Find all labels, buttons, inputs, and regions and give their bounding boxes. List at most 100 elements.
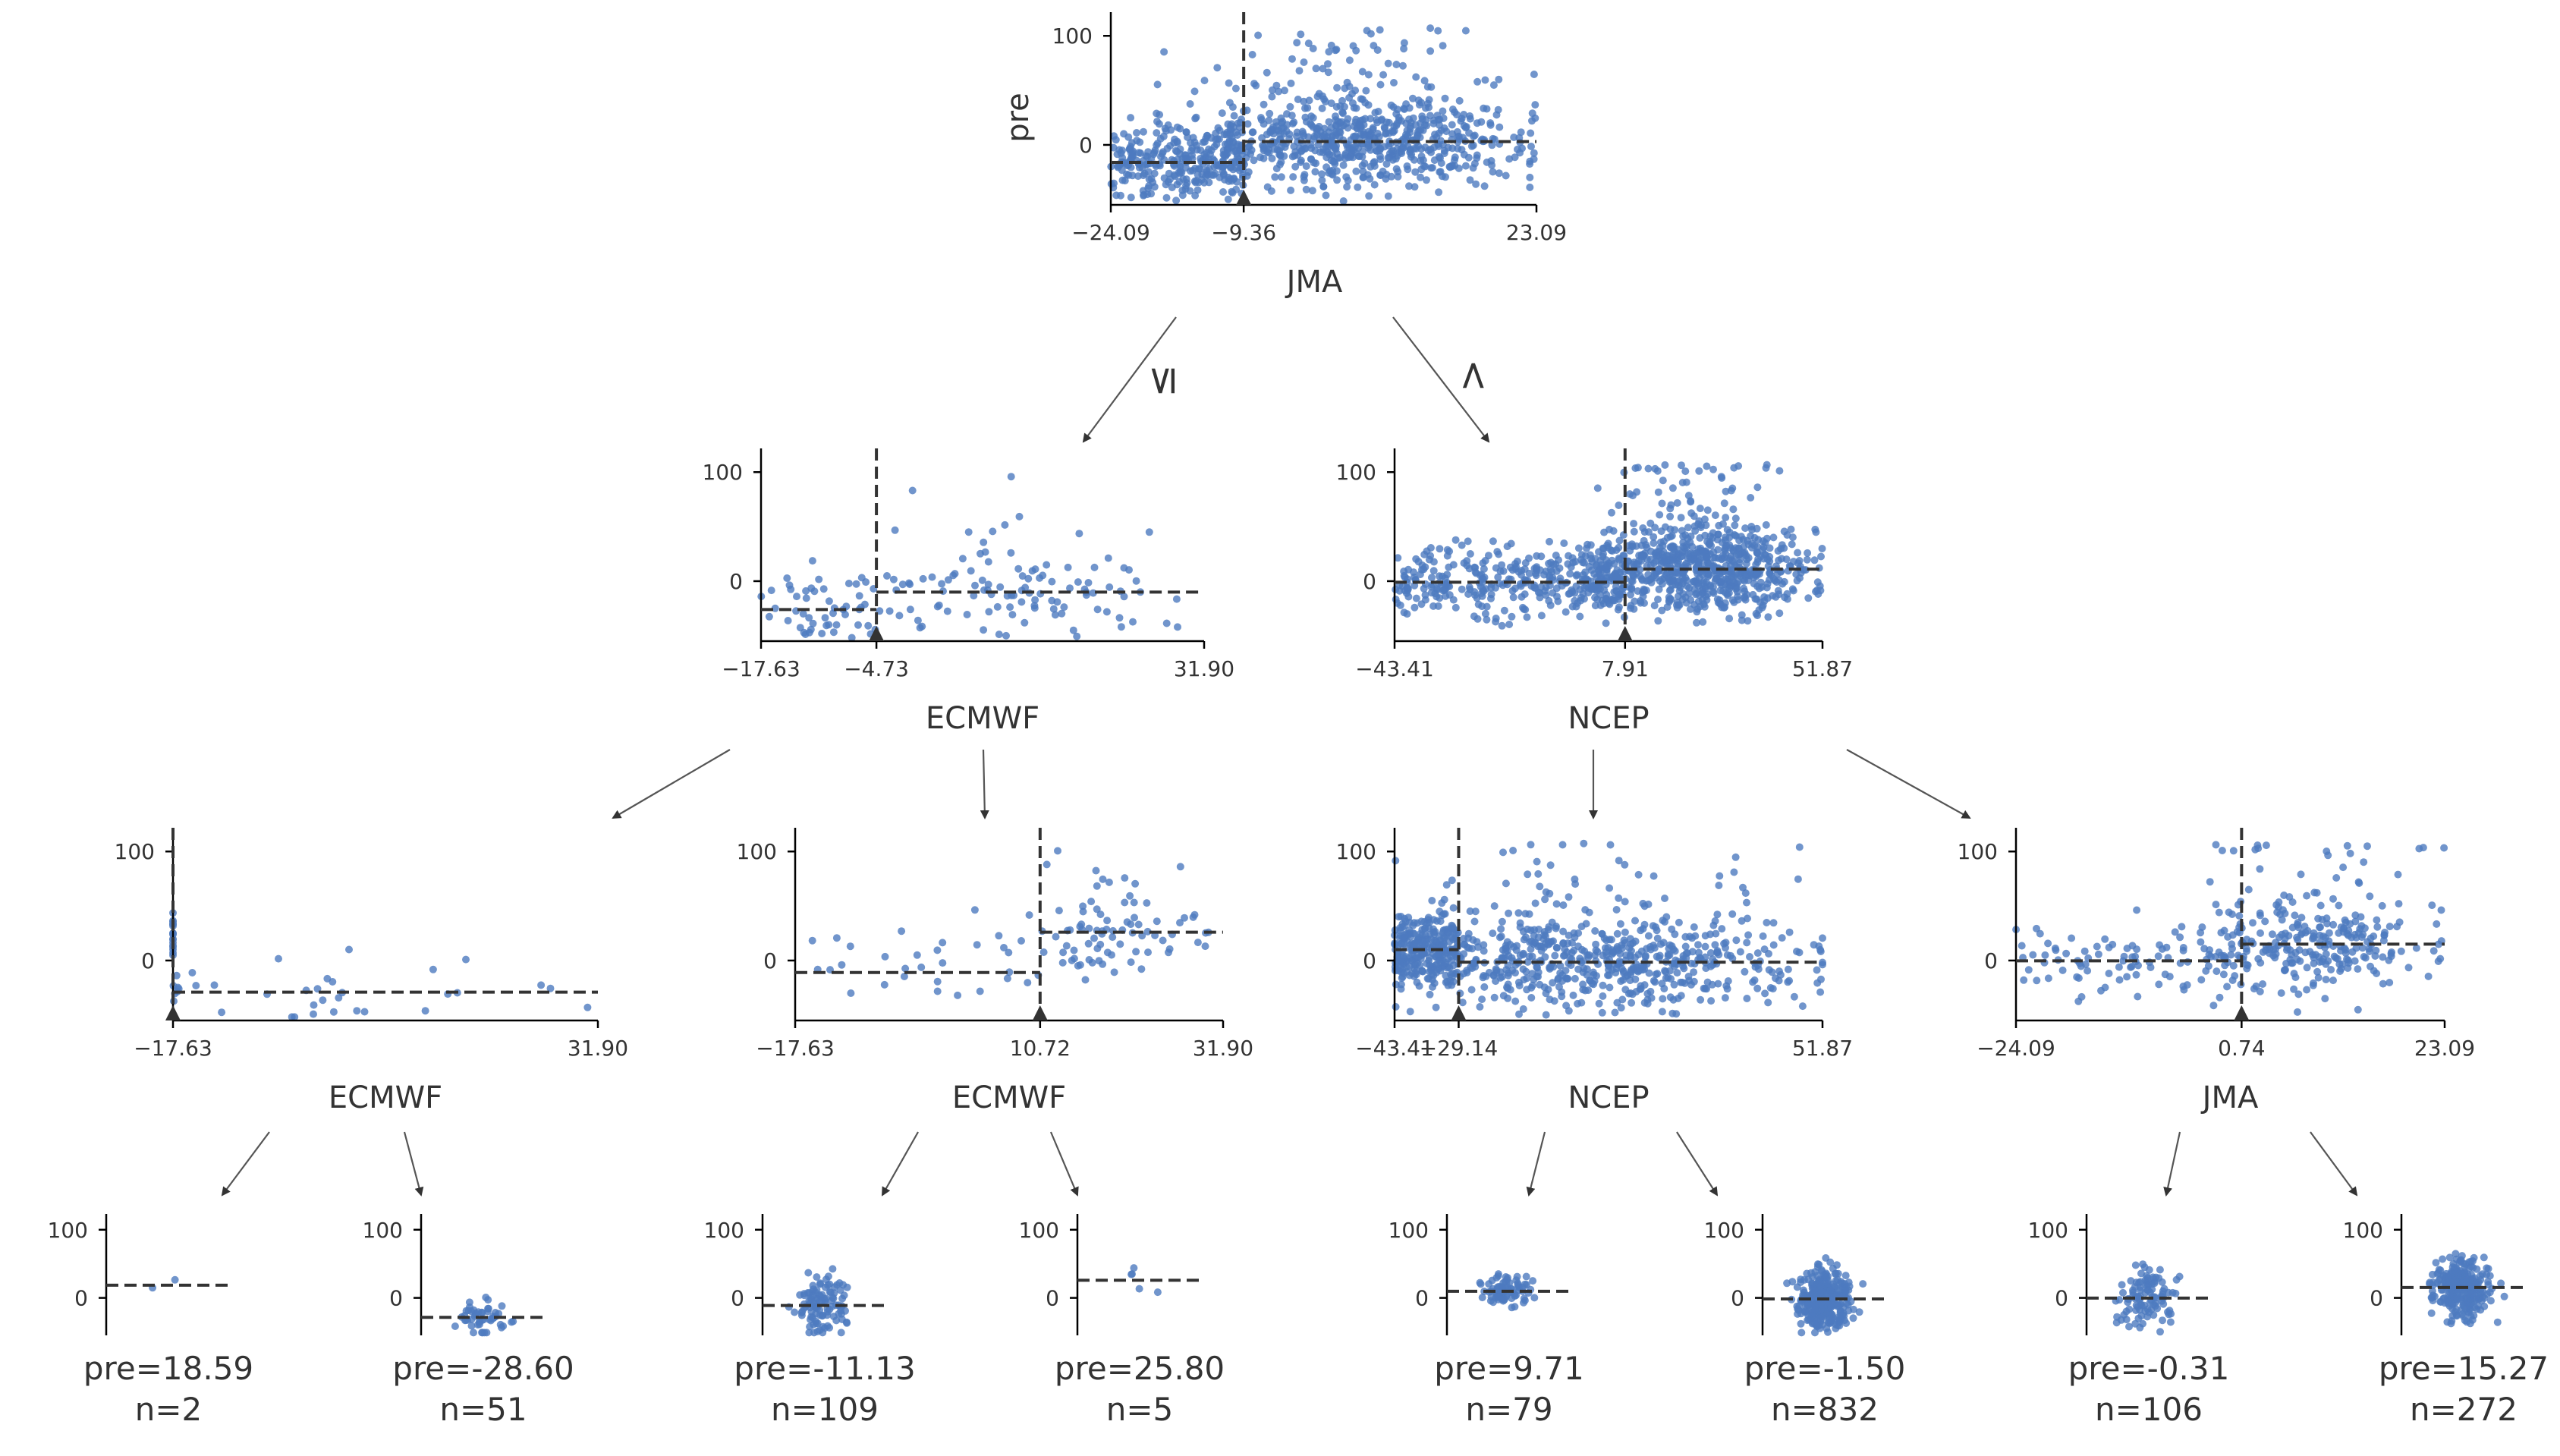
data-point: [2080, 947, 2089, 955]
data-point: [1390, 79, 1398, 86]
data-point: [2262, 841, 2270, 850]
data-point: [1225, 99, 1234, 107]
data-point: [1720, 499, 1728, 508]
data-point: [1703, 506, 1712, 514]
data-point: [1460, 970, 1468, 978]
data-point: [1524, 925, 1532, 933]
data-point: [2329, 920, 2338, 929]
data-point: [1564, 560, 1572, 568]
leaf-point: [171, 1275, 179, 1284]
data-point: [808, 936, 816, 945]
data-point: [1783, 590, 1791, 598]
data-point: [818, 630, 826, 637]
leaf-point: [2137, 1312, 2146, 1320]
data-point: [1561, 951, 1569, 960]
data-point: [1186, 100, 1194, 108]
data-point: [1470, 612, 1478, 621]
data-point: [1639, 925, 1647, 933]
data-point: [1090, 563, 1099, 571]
leaf-point: [1794, 1305, 1802, 1313]
data-point: [1590, 570, 1599, 578]
data-point: [1392, 857, 1400, 865]
data-point: [1620, 969, 1628, 977]
data-point: [1480, 947, 1488, 955]
data-point: [1783, 531, 1791, 539]
data-point: [1717, 473, 1725, 481]
data-point: [1451, 536, 1460, 544]
data-point: [1654, 488, 1662, 496]
data-point: [1651, 978, 1659, 986]
data-point: [1455, 96, 1464, 105]
data-point: [838, 961, 846, 969]
data-point: [984, 558, 992, 566]
leaf-y-tick-label: 100: [48, 1218, 88, 1243]
data-point: [1384, 59, 1392, 68]
data-point: [783, 574, 791, 582]
data-point: [1675, 918, 1683, 926]
data-point: [1132, 948, 1140, 956]
data-point: [1713, 910, 1722, 919]
data-point: [1681, 942, 1690, 951]
data-point: [1574, 965, 1583, 973]
data-point: [1345, 83, 1354, 90]
data-point: [815, 575, 823, 583]
data-point: [1176, 169, 1184, 178]
data-point: [192, 982, 200, 989]
data-point: [1694, 582, 1703, 590]
data-point: [1536, 882, 1544, 891]
data-point: [1527, 143, 1535, 150]
data-point: [1186, 187, 1194, 195]
data-point: [989, 527, 997, 536]
leaf-point: [829, 1294, 838, 1303]
data-point: [1489, 81, 1498, 90]
data-point: [1051, 611, 1059, 619]
data-point: [1437, 159, 1445, 167]
data-point: [2393, 923, 2401, 931]
data-point: [1421, 591, 1429, 599]
data-point: [1448, 973, 1456, 981]
data-point: [971, 581, 979, 590]
data-point: [1324, 68, 1332, 77]
data-point: [1448, 130, 1456, 138]
tree-edge-arrow: [1526, 1131, 1546, 1197]
data-point: [1691, 527, 1700, 535]
data-point: [1213, 64, 1222, 72]
leaf-point: [2427, 1309, 2436, 1317]
data-point: [1555, 564, 1564, 572]
split-marker-triangle: [1032, 1005, 1048, 1020]
data-point: [1436, 572, 1443, 580]
data-point: [2363, 842, 2371, 851]
data-point: [1549, 574, 1557, 582]
data-point: [1161, 124, 1169, 133]
data-point: [1787, 525, 1795, 533]
data-point: [1785, 976, 1794, 985]
leaf-point: [2467, 1290, 2475, 1298]
data-point: [1043, 860, 1051, 869]
data-point: [537, 981, 546, 989]
split-marker-triangle: [1236, 190, 1252, 205]
data-point: [1697, 995, 1705, 1004]
data-point: [2242, 945, 2250, 953]
data-point: [1043, 561, 1051, 569]
data-point: [1093, 882, 1101, 890]
data-point: [1464, 537, 1472, 546]
data-point: [1816, 948, 1825, 955]
data-point: [1269, 86, 1276, 94]
data-point: [2265, 949, 2273, 958]
data-point: [1604, 539, 1612, 548]
tree-edge-arrow: [1846, 749, 1971, 819]
data-point: [2197, 976, 2206, 984]
data-point: [1070, 946, 1078, 954]
data-point: [1250, 80, 1258, 88]
data-point: [2084, 967, 2092, 975]
data-point: [1674, 560, 1682, 568]
data-point: [1499, 848, 1507, 857]
data-point: [1602, 619, 1610, 627]
data-point: [1790, 992, 1798, 1001]
data-point: [1511, 969, 1519, 977]
leaf-point: [1822, 1254, 1830, 1262]
leaf-point: [791, 1308, 799, 1316]
data-point: [1150, 183, 1159, 191]
